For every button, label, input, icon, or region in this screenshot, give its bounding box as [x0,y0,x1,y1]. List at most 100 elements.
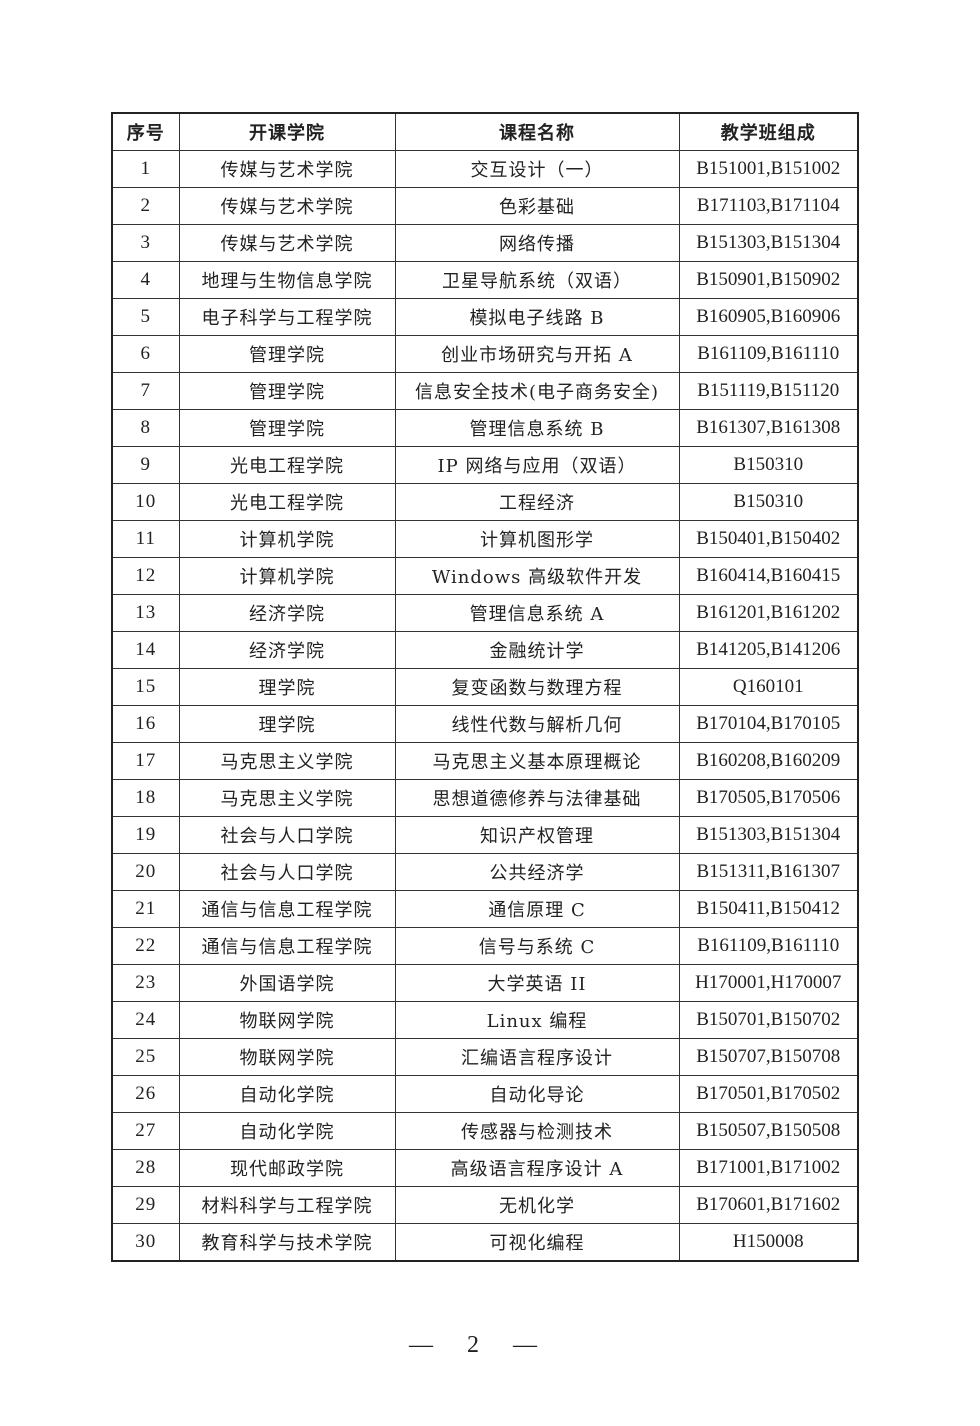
cell-index: 6 [111,335,180,373]
cell-course-name: 可视化编程 [394,1223,680,1262]
cell-college: 外国语学院 [178,964,396,1002]
cell-index: 18 [111,779,180,817]
table-row: 25 物联网学院 汇编语言程序设计 B150707,B150708 [111,1038,859,1076]
cell-course-name: 色彩基础 [394,187,680,225]
cell-course-name: Windows 高级软件开发 [394,557,680,595]
cell-college: 物联网学院 [178,1001,396,1039]
course-table: 序号 开课学院 课程名称 教学班组成 1 传媒与艺术学院 交互设计（一） B15100… [111,112,859,1262]
cell-index: 9 [111,446,180,484]
cell-college: 管理学院 [178,409,396,447]
cell-course-name: 大学英语 II [394,964,680,1002]
table-row: 19 社会与人口学院 知识产权管理 B151303,B151304 [111,816,859,854]
cell-course-name: 思想道德修养与法律基础 [394,779,680,817]
table-row: 8 管理学院 管理信息系统 B B161307,B161308 [111,409,859,447]
header-college: 开课学院 [178,112,396,151]
cell-class-composition: B160208,B160209 [678,742,859,780]
cell-class-composition: B161109,B161110 [678,927,859,965]
cell-college: 计算机学院 [178,520,396,558]
cell-college: 管理学院 [178,335,396,373]
cell-index: 1 [111,150,180,188]
table-row: 26 自动化学院 自动化导论 B170501,B170502 [111,1075,859,1113]
cell-college: 自动化学院 [178,1075,396,1113]
cell-college: 传媒与艺术学院 [178,187,396,225]
table-row: 30 教育科学与技术学院 可视化编程 H150008 [111,1223,859,1262]
cell-college: 传媒与艺术学院 [178,150,396,188]
table-row: 5 电子科学与工程学院 模拟电子线路 B B160905,B160906 [111,298,859,336]
cell-course-name: 信号与系统 C [394,927,680,965]
cell-class-composition: B171001,B171002 [678,1149,859,1187]
cell-class-composition: B161201,B161202 [678,594,859,632]
cell-index: 15 [111,668,180,706]
cell-course-name: IP 网络与应用（双语） [394,446,680,484]
cell-course-name: 通信原理 C [394,890,680,928]
cell-college: 材料科学与工程学院 [178,1186,396,1224]
cell-class-composition: B150901,B150902 [678,261,859,299]
cell-college: 现代邮政学院 [178,1149,396,1187]
cell-index: 22 [111,927,180,965]
cell-index: 4 [111,261,180,299]
table-row: 27 自动化学院 传感器与检测技术 B150507,B150508 [111,1112,859,1150]
cell-course-name: 复变函数与数理方程 [394,668,680,706]
cell-course-name: 线性代数与解析几何 [394,705,680,743]
table-row: 28 现代邮政学院 高级语言程序设计 A B171001,B171002 [111,1149,859,1187]
cell-index: 2 [111,187,180,225]
table-row: 10 光电工程学院 工程经济 B150310 [111,483,859,521]
table-row: 16 理学院 线性代数与解析几何 B170104,B170105 [111,705,859,743]
cell-class-composition: B161307,B161308 [678,409,859,447]
cell-class-composition: B170501,B170502 [678,1075,859,1113]
cell-college: 光电工程学院 [178,483,396,521]
cell-college: 经济学院 [178,594,396,632]
cell-class-composition: B150401,B150402 [678,520,859,558]
table-row: 20 社会与人口学院 公共经济学 B151311,B161307 [111,853,859,891]
cell-class-composition: Q160101 [678,668,859,706]
cell-class-composition: B161109,B161110 [678,335,859,373]
cell-college: 电子科学与工程学院 [178,298,396,336]
cell-college: 计算机学院 [178,557,396,595]
cell-class-composition: B151303,B151304 [678,816,859,854]
cell-class-composition: H150008 [678,1223,859,1262]
table-row: 13 经济学院 管理信息系统 A B161201,B161202 [111,594,859,632]
table-row: 29 材料科学与工程学院 无机化学 B170601,B171602 [111,1186,859,1224]
cell-course-name: 卫星导航系统（双语） [394,261,680,299]
page-number: — 2 — [409,1332,551,1358]
table-row: 17 马克思主义学院 马克思主义基本原理概论 B160208,B160209 [111,742,859,780]
table-row: 1 传媒与艺术学院 交互设计（一） B151001,B151002 [111,150,859,188]
cell-course-name: 创业市场研究与开拓 A [394,335,680,373]
table-row: 3 传媒与艺术学院 网络传播 B151303,B151304 [111,224,859,262]
cell-course-name: 马克思主义基本原理概论 [394,742,680,780]
cell-index: 30 [111,1223,180,1262]
cell-college: 理学院 [178,705,396,743]
cell-class-composition: B150507,B150508 [678,1112,859,1150]
table-row: 4 地理与生物信息学院 卫星导航系统（双语） B150901,B150902 [111,261,859,299]
cell-index: 23 [111,964,180,1002]
cell-course-name: 信息安全技术(电子商务安全) [394,372,680,410]
cell-index: 12 [111,557,180,595]
cell-course-name: 管理信息系统 A [394,594,680,632]
cell-index: 29 [111,1186,180,1224]
table-row: 14 经济学院 金融统计学 B141205,B141206 [111,631,859,669]
cell-class-composition: B170104,B170105 [678,705,859,743]
cell-index: 11 [111,520,180,558]
cell-course-name: 金融统计学 [394,631,680,669]
cell-class-composition: B150310 [678,446,859,484]
cell-index: 28 [111,1149,180,1187]
cell-index: 27 [111,1112,180,1150]
cell-college: 光电工程学院 [178,446,396,484]
cell-college: 社会与人口学院 [178,816,396,854]
cell-class-composition: B151119,B151120 [678,372,859,410]
cell-index: 25 [111,1038,180,1076]
header-class-composition: 教学班组成 [678,112,859,151]
cell-course-name: 工程经济 [394,483,680,521]
cell-course-name: 汇编语言程序设计 [394,1038,680,1076]
cell-course-name: 传感器与检测技术 [394,1112,680,1150]
cell-class-composition: B151001,B151002 [678,150,859,188]
cell-college: 教育科学与技术学院 [178,1223,396,1262]
cell-index: 5 [111,298,180,336]
cell-course-name: 高级语言程序设计 A [394,1149,680,1187]
table-row: 12 计算机学院 Windows 高级软件开发 B160414,B160415 [111,557,859,595]
cell-index: 20 [111,853,180,891]
cell-college: 马克思主义学院 [178,742,396,780]
cell-course-name: 公共经济学 [394,853,680,891]
cell-course-name: 计算机图形学 [394,520,680,558]
cell-course-name: 自动化导论 [394,1075,680,1113]
